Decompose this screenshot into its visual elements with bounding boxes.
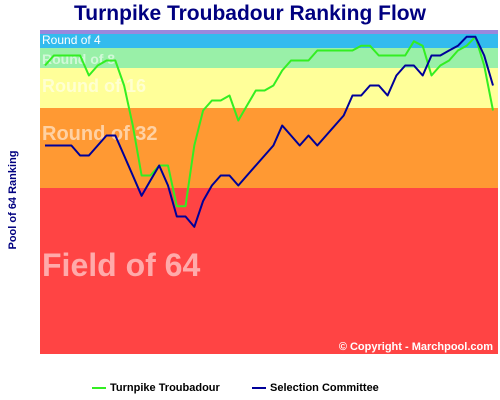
line-turnpike-troubadour — [44, 35, 494, 208]
copyright-text: © Copyright - Marchpool.com — [339, 341, 493, 353]
band-label-round-of-4: Round of 4 — [42, 33, 101, 47]
band-round-of-8 — [40, 48, 498, 68]
band-label-round-of-8: Round of 8 — [42, 51, 115, 67]
ranking-bands — [40, 30, 498, 354]
band-label-field-of-64: Field of 64 — [42, 247, 200, 283]
legend-item-turnpike-troubadour: Turnpike Troubadour — [92, 382, 220, 394]
line-selection-committee — [45, 35, 494, 228]
band-field-of-64 — [40, 188, 498, 354]
band-round-of-32 — [40, 108, 498, 188]
band-label-round-of-16: Round of 16 — [42, 76, 146, 96]
legend-label-troubadour: Turnpike Troubadour — [110, 382, 220, 394]
series-lines — [44, 35, 494, 228]
legend-swatch-troubadour — [92, 387, 106, 390]
band-label-round-of-32: Round of 32 — [42, 123, 158, 145]
band-round-of-4 — [40, 34, 498, 48]
chart-title: Turnpike Troubadour Ranking Flow — [74, 2, 426, 25]
legend-label-committee: Selection Committee — [270, 382, 379, 394]
band-top-edge — [40, 30, 498, 34]
legend-swatch-committee — [252, 387, 266, 390]
legend-item-selection-committee: Selection Committee — [252, 382, 379, 394]
